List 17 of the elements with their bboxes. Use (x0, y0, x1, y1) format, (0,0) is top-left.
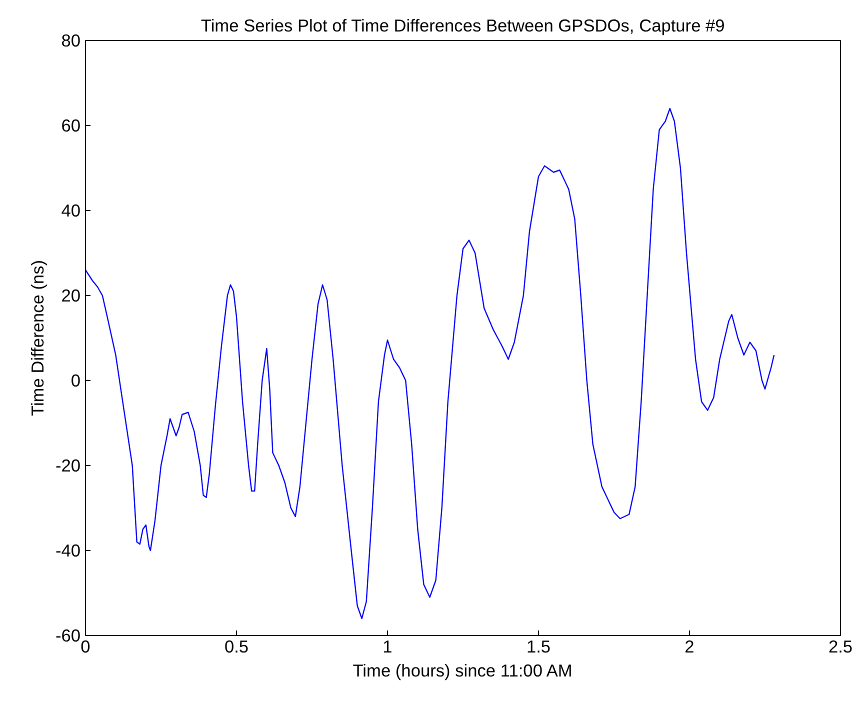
y-tick-label: -60 (55, 626, 80, 646)
y-tick-label: 40 (61, 200, 81, 220)
y-tick-label: 20 (61, 286, 81, 306)
y-tick-label: 80 (61, 30, 81, 50)
x-tick-label: 2.5 (828, 636, 853, 656)
y-tick-label: 0 (70, 370, 81, 390)
x-axis-title: Time (hours) since 11:00 AM (352, 660, 572, 680)
x-tick-label: 1 (382, 636, 392, 656)
chart-title: Time Series Plot of Time Differences Between GPSDOs, Capture #9 (200, 16, 725, 36)
y-axis-title: Time Difference (ns) (27, 260, 48, 416)
x-tick-label: 0.5 (224, 636, 249, 656)
y-tick-label: 60 (61, 116, 81, 136)
x-tick-label: 2 (684, 636, 694, 656)
y-tick-label: -20 (55, 456, 80, 476)
y-tick-label: -40 (55, 540, 80, 560)
line-series (86, 108, 775, 620)
x-tick-label: 1.5 (526, 636, 551, 656)
